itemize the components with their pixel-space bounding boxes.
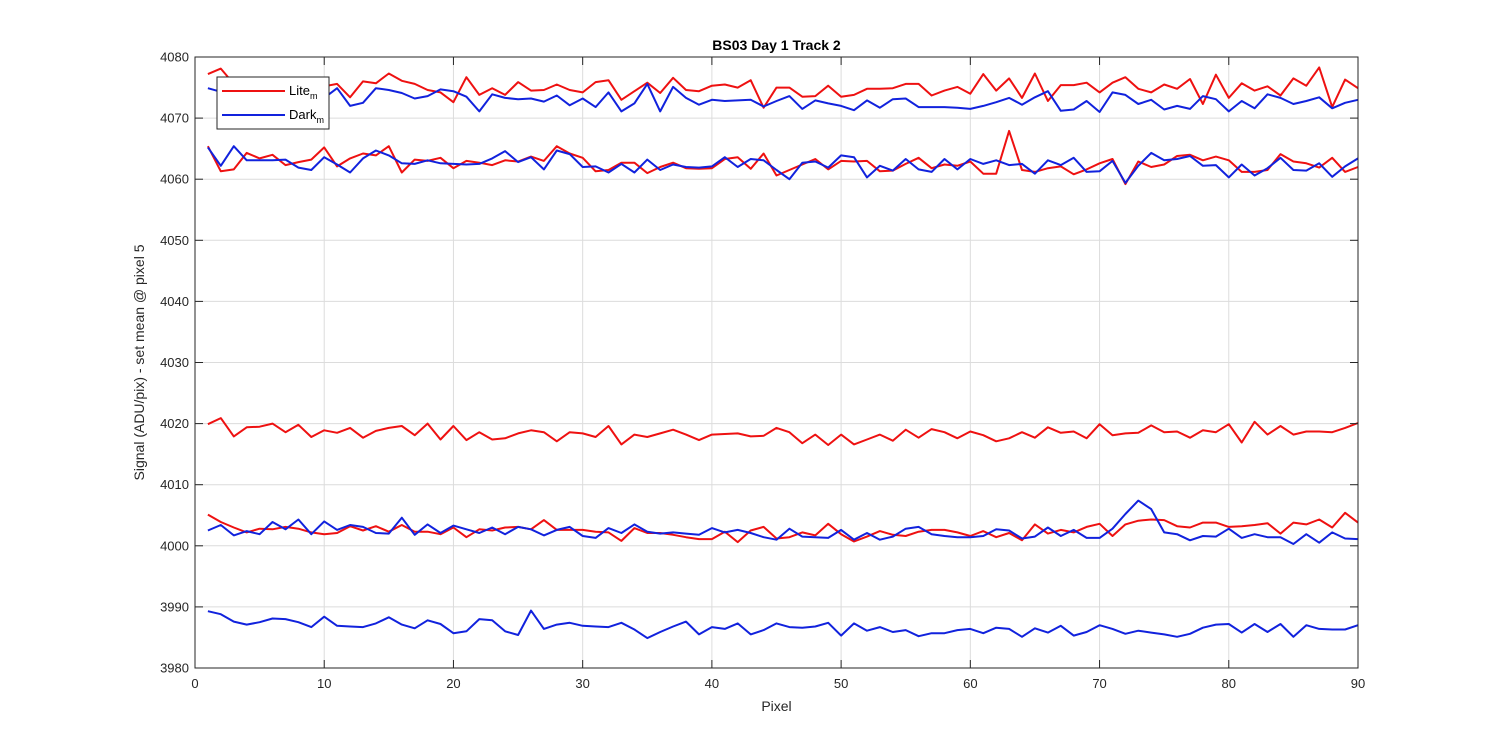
x-tick-labels: 0 10 20 30 40 50 60 70 80 90 [191, 676, 1365, 691]
axis-ticks [194, 56, 1359, 669]
series-line-1 [207, 66, 1359, 109]
x-tick-label: 70 [1092, 676, 1106, 691]
x-tick-label: 80 [1222, 676, 1236, 691]
y-tick-label: 3980 [160, 661, 189, 676]
legend-box [216, 76, 330, 130]
series-line-6 [207, 511, 1359, 544]
y-tick-label: 4020 [160, 416, 189, 431]
series-line-2 [207, 82, 1359, 113]
series-line-5 [207, 417, 1359, 446]
y-tick-label: 4000 [160, 538, 189, 553]
y-tick-label: 3990 [160, 599, 189, 614]
y-tick-label: 4010 [160, 477, 189, 492]
y-tick-label: 4080 [160, 50, 189, 65]
x-tick-label: 20 [446, 676, 460, 691]
y-tick-label: 4070 [160, 111, 189, 126]
series-line-3 [207, 129, 1359, 186]
y-tick-label: 4060 [160, 172, 189, 187]
x-tick-label: 90 [1351, 676, 1365, 691]
y-tick-labels: 3980 3990 4000 4010 4020 4030 4040 4050 4060 4070… [160, 50, 189, 676]
series-line-8 [207, 609, 1359, 640]
y-tick-label: 4050 [160, 233, 189, 248]
legend: Litem Darkm [216, 76, 330, 130]
y-tick-label: 4030 [160, 355, 189, 370]
legend-label-lite: Litem [289, 83, 317, 101]
series-line-7 [207, 499, 1359, 545]
x-tick-label: 10 [317, 676, 331, 691]
legend-label-dark: Darkm [289, 107, 324, 125]
x-tick-label: 60 [963, 676, 977, 691]
x-tick-label: 30 [575, 676, 589, 691]
chart-title: BS03 Day 1 Track 2 [712, 37, 841, 53]
series-line-4 [207, 145, 1359, 184]
x-tick-label: 40 [705, 676, 719, 691]
x-axis-label: Pixel [761, 698, 791, 714]
y-axis-label: Signal (ADU/pix) - set mean @ pixel 5 [131, 244, 147, 480]
x-tick-label: 0 [191, 676, 198, 691]
y-tick-label: 4040 [160, 294, 189, 309]
x-tick-label: 50 [834, 676, 848, 691]
series-layer [207, 66, 1359, 640]
